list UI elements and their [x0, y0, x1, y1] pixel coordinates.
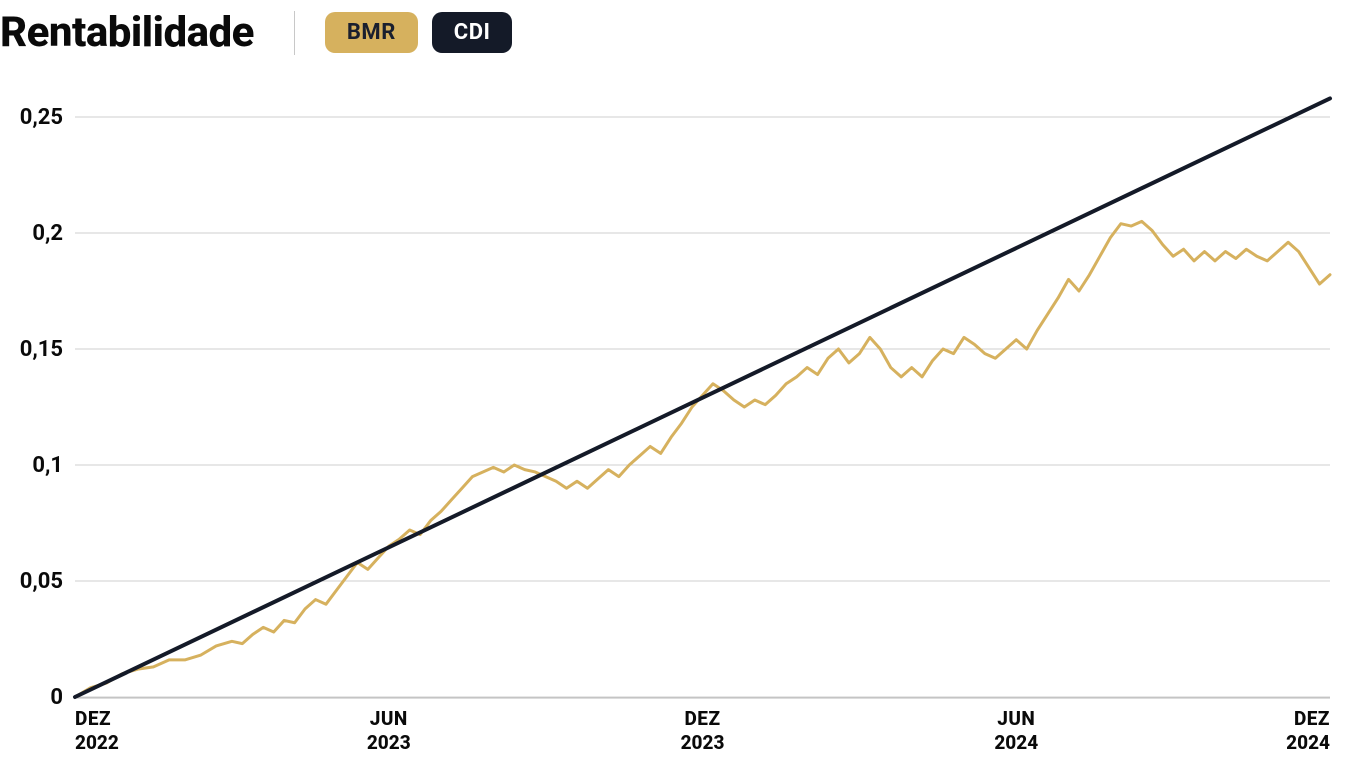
x-tick-label-line1: DEZ	[1294, 707, 1330, 730]
y-tick-label: 0,25	[20, 105, 63, 130]
line-chart: 00,050,10,150,20,25DEZ2022JUN2023DEZ2023…	[0, 57, 1347, 768]
x-tick-label-line1: DEZ	[75, 707, 111, 730]
y-tick-label: 0,05	[20, 569, 63, 594]
header-divider	[294, 11, 295, 55]
legend: BMR CDI	[325, 12, 513, 53]
series-cdi	[75, 98, 1330, 697]
x-tick-label-line2: 2022	[75, 731, 119, 754]
x-tick-label-line1: JUN	[370, 707, 408, 730]
y-tick-label: 0,1	[32, 453, 63, 478]
x-tick-label-line1: JUN	[997, 707, 1035, 730]
legend-label: CDI	[454, 20, 491, 45]
y-tick-label: 0,2	[32, 221, 63, 246]
legend-item-bmr: BMR	[325, 12, 418, 53]
chart-title: Rentabilidade	[0, 8, 274, 57]
legend-label: BMR	[347, 20, 396, 45]
x-tick-label-line2: 2024	[994, 731, 1038, 754]
chart-header: Rentabilidade BMR CDI	[0, 0, 1347, 57]
legend-item-cdi: CDI	[432, 12, 513, 53]
chart-area: 00,050,10,150,20,25DEZ2022JUN2023DEZ2023…	[0, 57, 1347, 757]
y-tick-label: 0	[50, 685, 63, 710]
x-tick-label-line2: 2023	[681, 731, 725, 754]
y-tick-label: 0,15	[20, 337, 63, 362]
series-bmr	[75, 221, 1330, 697]
x-tick-label-line1: DEZ	[684, 707, 720, 730]
x-tick-label-line2: 2024	[1286, 731, 1330, 754]
x-tick-label-line2: 2023	[367, 731, 411, 754]
